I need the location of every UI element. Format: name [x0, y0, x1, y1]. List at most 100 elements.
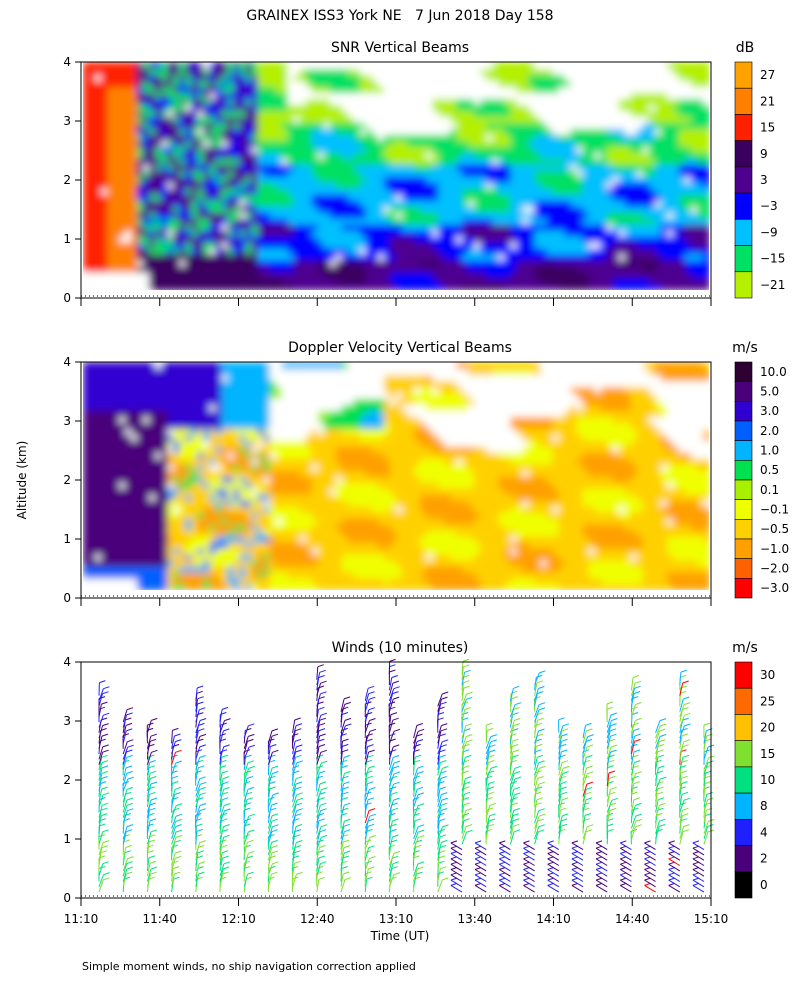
snr-cell	[636, 91, 644, 100]
snr-cell	[666, 79, 675, 88]
snr-cell	[95, 109, 103, 117]
snr-cell	[335, 211, 344, 219]
snr-cell	[365, 217, 374, 225]
snr-cell	[654, 67, 663, 76]
snr-cell	[534, 211, 542, 219]
snr-cell	[293, 217, 301, 225]
snr-cell	[636, 121, 644, 129]
velocity-cell	[107, 517, 115, 525]
snr-cell	[365, 67, 374, 76]
snr-cell	[396, 265, 404, 273]
snr-cell	[311, 193, 319, 201]
velocity-cell	[95, 445, 103, 453]
snr-cell	[251, 277, 259, 285]
snr-cell	[227, 223, 235, 231]
snr-cell	[408, 199, 416, 207]
velocity-cell	[209, 385, 217, 394]
snr-cell	[690, 73, 699, 82]
snr-cell	[678, 211, 687, 219]
velocity-cell	[209, 499, 217, 507]
snr-cell	[576, 109, 584, 117]
velocity-cell	[227, 571, 235, 579]
velocity-cell	[89, 577, 97, 585]
snr-cell	[420, 217, 428, 225]
snr-cell	[564, 169, 572, 177]
snr-cell	[125, 145, 133, 153]
snr-cell	[293, 85, 301, 94]
snr-cell	[600, 139, 608, 147]
snr-cell	[672, 127, 681, 135]
snr-cell	[696, 79, 705, 88]
snr-cell	[359, 121, 368, 129]
velocity-cell	[125, 457, 133, 465]
snr-cell	[498, 73, 506, 82]
snr-cell	[492, 62, 500, 70]
snr-cell	[582, 205, 590, 213]
snr-cell	[269, 163, 277, 171]
snr-cell	[594, 259, 602, 267]
velocity-cell	[197, 475, 205, 483]
snr-cell	[606, 145, 614, 153]
snr-cell	[660, 103, 669, 112]
snr-cell	[528, 235, 536, 243]
snr-cell	[383, 247, 392, 255]
snr-cell	[155, 217, 163, 225]
snr-cell	[678, 193, 687, 201]
snr-cell	[227, 157, 235, 165]
snr-cell	[474, 127, 482, 135]
snr-cell	[221, 157, 229, 165]
snr-cell	[540, 133, 548, 141]
snr-cell	[474, 97, 482, 106]
velocity-cell	[209, 481, 217, 489]
velocity-cell	[185, 577, 193, 585]
snr-cell	[107, 229, 115, 237]
snr-cell	[341, 265, 350, 273]
snr-cell	[492, 193, 500, 201]
snr-cell	[408, 241, 416, 249]
velocity-cell	[173, 379, 181, 388]
snr-cell	[137, 67, 145, 76]
snr-cell	[269, 211, 277, 219]
snr-cell	[486, 157, 494, 165]
snr-cell	[377, 265, 386, 273]
snr-cell	[498, 175, 506, 183]
snr-cell	[594, 247, 602, 255]
snr-cell	[660, 181, 669, 189]
snr-cell	[173, 169, 181, 177]
snr-cell	[113, 187, 121, 195]
velocity-cell	[233, 362, 241, 370]
snr-cell	[209, 115, 217, 123]
snr-cell	[269, 283, 277, 290]
snr-cell	[504, 205, 512, 213]
snr-cell	[576, 241, 584, 249]
velocity-cell	[197, 493, 205, 501]
snr-cell	[414, 199, 422, 207]
snr-cell	[426, 277, 434, 285]
velocity-cell	[173, 427, 181, 435]
snr-cell	[203, 223, 211, 231]
snr-cell	[606, 163, 614, 171]
snr-cell	[582, 187, 590, 195]
snr-cell	[113, 199, 121, 207]
snr-cell	[137, 139, 145, 147]
velocity-cell	[155, 457, 163, 465]
snr-cell	[546, 187, 554, 195]
snr-cell	[197, 139, 205, 147]
snr-cell	[359, 259, 368, 267]
snr-cell	[353, 253, 362, 261]
velocity-cell	[89, 362, 97, 370]
snr-cell	[672, 97, 681, 106]
snr-cell	[522, 121, 530, 129]
snr-cell	[648, 121, 657, 129]
snr-cell	[504, 253, 512, 261]
snr-cell	[654, 151, 663, 159]
snr-cell	[510, 62, 518, 70]
snr-cell	[576, 115, 584, 123]
velocity-cell	[179, 445, 187, 453]
snr-cell	[317, 73, 325, 82]
snr-cell	[660, 199, 669, 207]
snr-cell	[101, 151, 109, 159]
snr-cell	[468, 133, 476, 141]
snr-cell	[696, 115, 705, 123]
snr-cell	[167, 205, 175, 213]
